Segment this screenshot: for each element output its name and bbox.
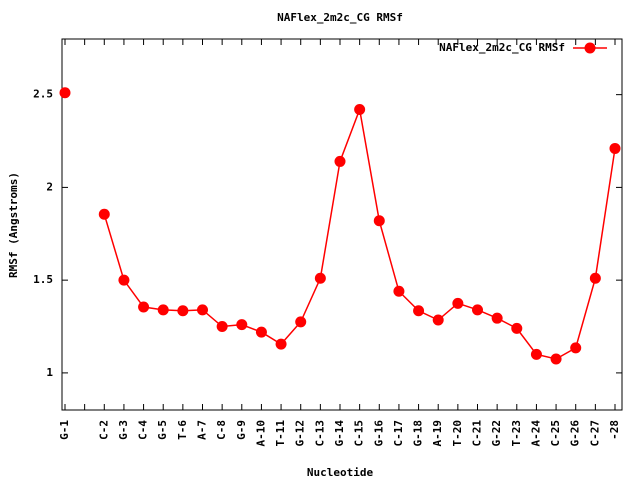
y-tick-label: 1.5 xyxy=(33,273,53,286)
x-tick-label: T-11 xyxy=(274,420,287,447)
x-tick-label: T-20 xyxy=(451,420,464,447)
x-tick-label: G-14 xyxy=(333,420,346,447)
x-tick-label: A-19 xyxy=(431,420,444,447)
point xyxy=(452,297,464,309)
point xyxy=(59,87,71,99)
point xyxy=(118,274,130,286)
point xyxy=(589,272,601,284)
y-tick-label: 1 xyxy=(46,366,53,379)
point xyxy=(295,316,307,328)
y-axis-label: RMSf (Angstroms) xyxy=(7,172,20,278)
x-tick-label: G-9 xyxy=(235,420,248,440)
point xyxy=(177,305,189,317)
x-tick-label: C-8 xyxy=(215,420,228,440)
point xyxy=(570,342,582,354)
x-tick-label: G-26 xyxy=(569,420,582,447)
plot-frame xyxy=(61,38,623,411)
x-tick-label: G-16 xyxy=(372,420,385,447)
x-tick-label: A-24 xyxy=(529,420,542,447)
point xyxy=(236,319,248,331)
point xyxy=(432,314,444,326)
point xyxy=(393,285,405,297)
x-tick-label: C-27 xyxy=(588,420,601,447)
y-tick-label: 2.5 xyxy=(33,88,53,101)
x-tick-label: C-21 xyxy=(471,420,484,447)
x-tick-label: G-12 xyxy=(294,420,307,447)
legend-marker xyxy=(584,42,596,54)
x-tick-label: C-17 xyxy=(392,420,405,447)
point xyxy=(413,305,425,317)
point xyxy=(255,326,267,338)
x-tick-label: G-5 xyxy=(156,420,169,440)
x-tick-label: A-7 xyxy=(196,420,209,440)
point xyxy=(354,103,366,115)
point xyxy=(275,338,287,350)
legend-label: NAFlex_2m2c_CG RMSf xyxy=(439,41,565,54)
x-axis-label: Nucleotide xyxy=(307,466,374,479)
y-tick-label: 2 xyxy=(46,180,53,193)
x-tick-label: C-4 xyxy=(137,420,150,440)
x-tick-label: G-22 xyxy=(490,420,503,447)
x-tick-label: C-15 xyxy=(353,420,366,447)
x-tick-label: G-1 xyxy=(58,420,71,440)
x-tick-label: T-23 xyxy=(510,420,523,447)
point xyxy=(550,353,562,365)
x-tick-label: C-13 xyxy=(313,420,326,447)
point xyxy=(197,304,208,316)
point xyxy=(491,312,503,324)
point xyxy=(609,142,621,154)
chart-title: NAFlex_2m2c_CG RMSf xyxy=(277,11,403,24)
point xyxy=(373,215,385,227)
point xyxy=(98,208,110,220)
x-tick-label: C-25 xyxy=(549,420,562,447)
point xyxy=(511,322,523,334)
point xyxy=(314,272,326,284)
point xyxy=(157,304,169,316)
x-tick-label: G-18 xyxy=(412,420,425,447)
x-tick-label: -28 xyxy=(608,420,621,440)
point xyxy=(138,301,150,313)
point xyxy=(334,155,346,167)
point xyxy=(530,348,542,360)
point xyxy=(216,321,228,333)
point xyxy=(472,304,483,316)
x-tick-label: T-6 xyxy=(176,420,189,440)
x-tick-label: G-3 xyxy=(117,420,130,440)
x-tick-label: A-10 xyxy=(254,420,267,447)
x-tick-label: C-2 xyxy=(97,420,110,440)
